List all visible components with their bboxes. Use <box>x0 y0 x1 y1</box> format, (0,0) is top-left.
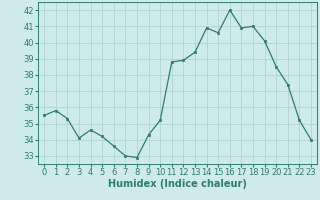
X-axis label: Humidex (Indice chaleur): Humidex (Indice chaleur) <box>108 179 247 189</box>
